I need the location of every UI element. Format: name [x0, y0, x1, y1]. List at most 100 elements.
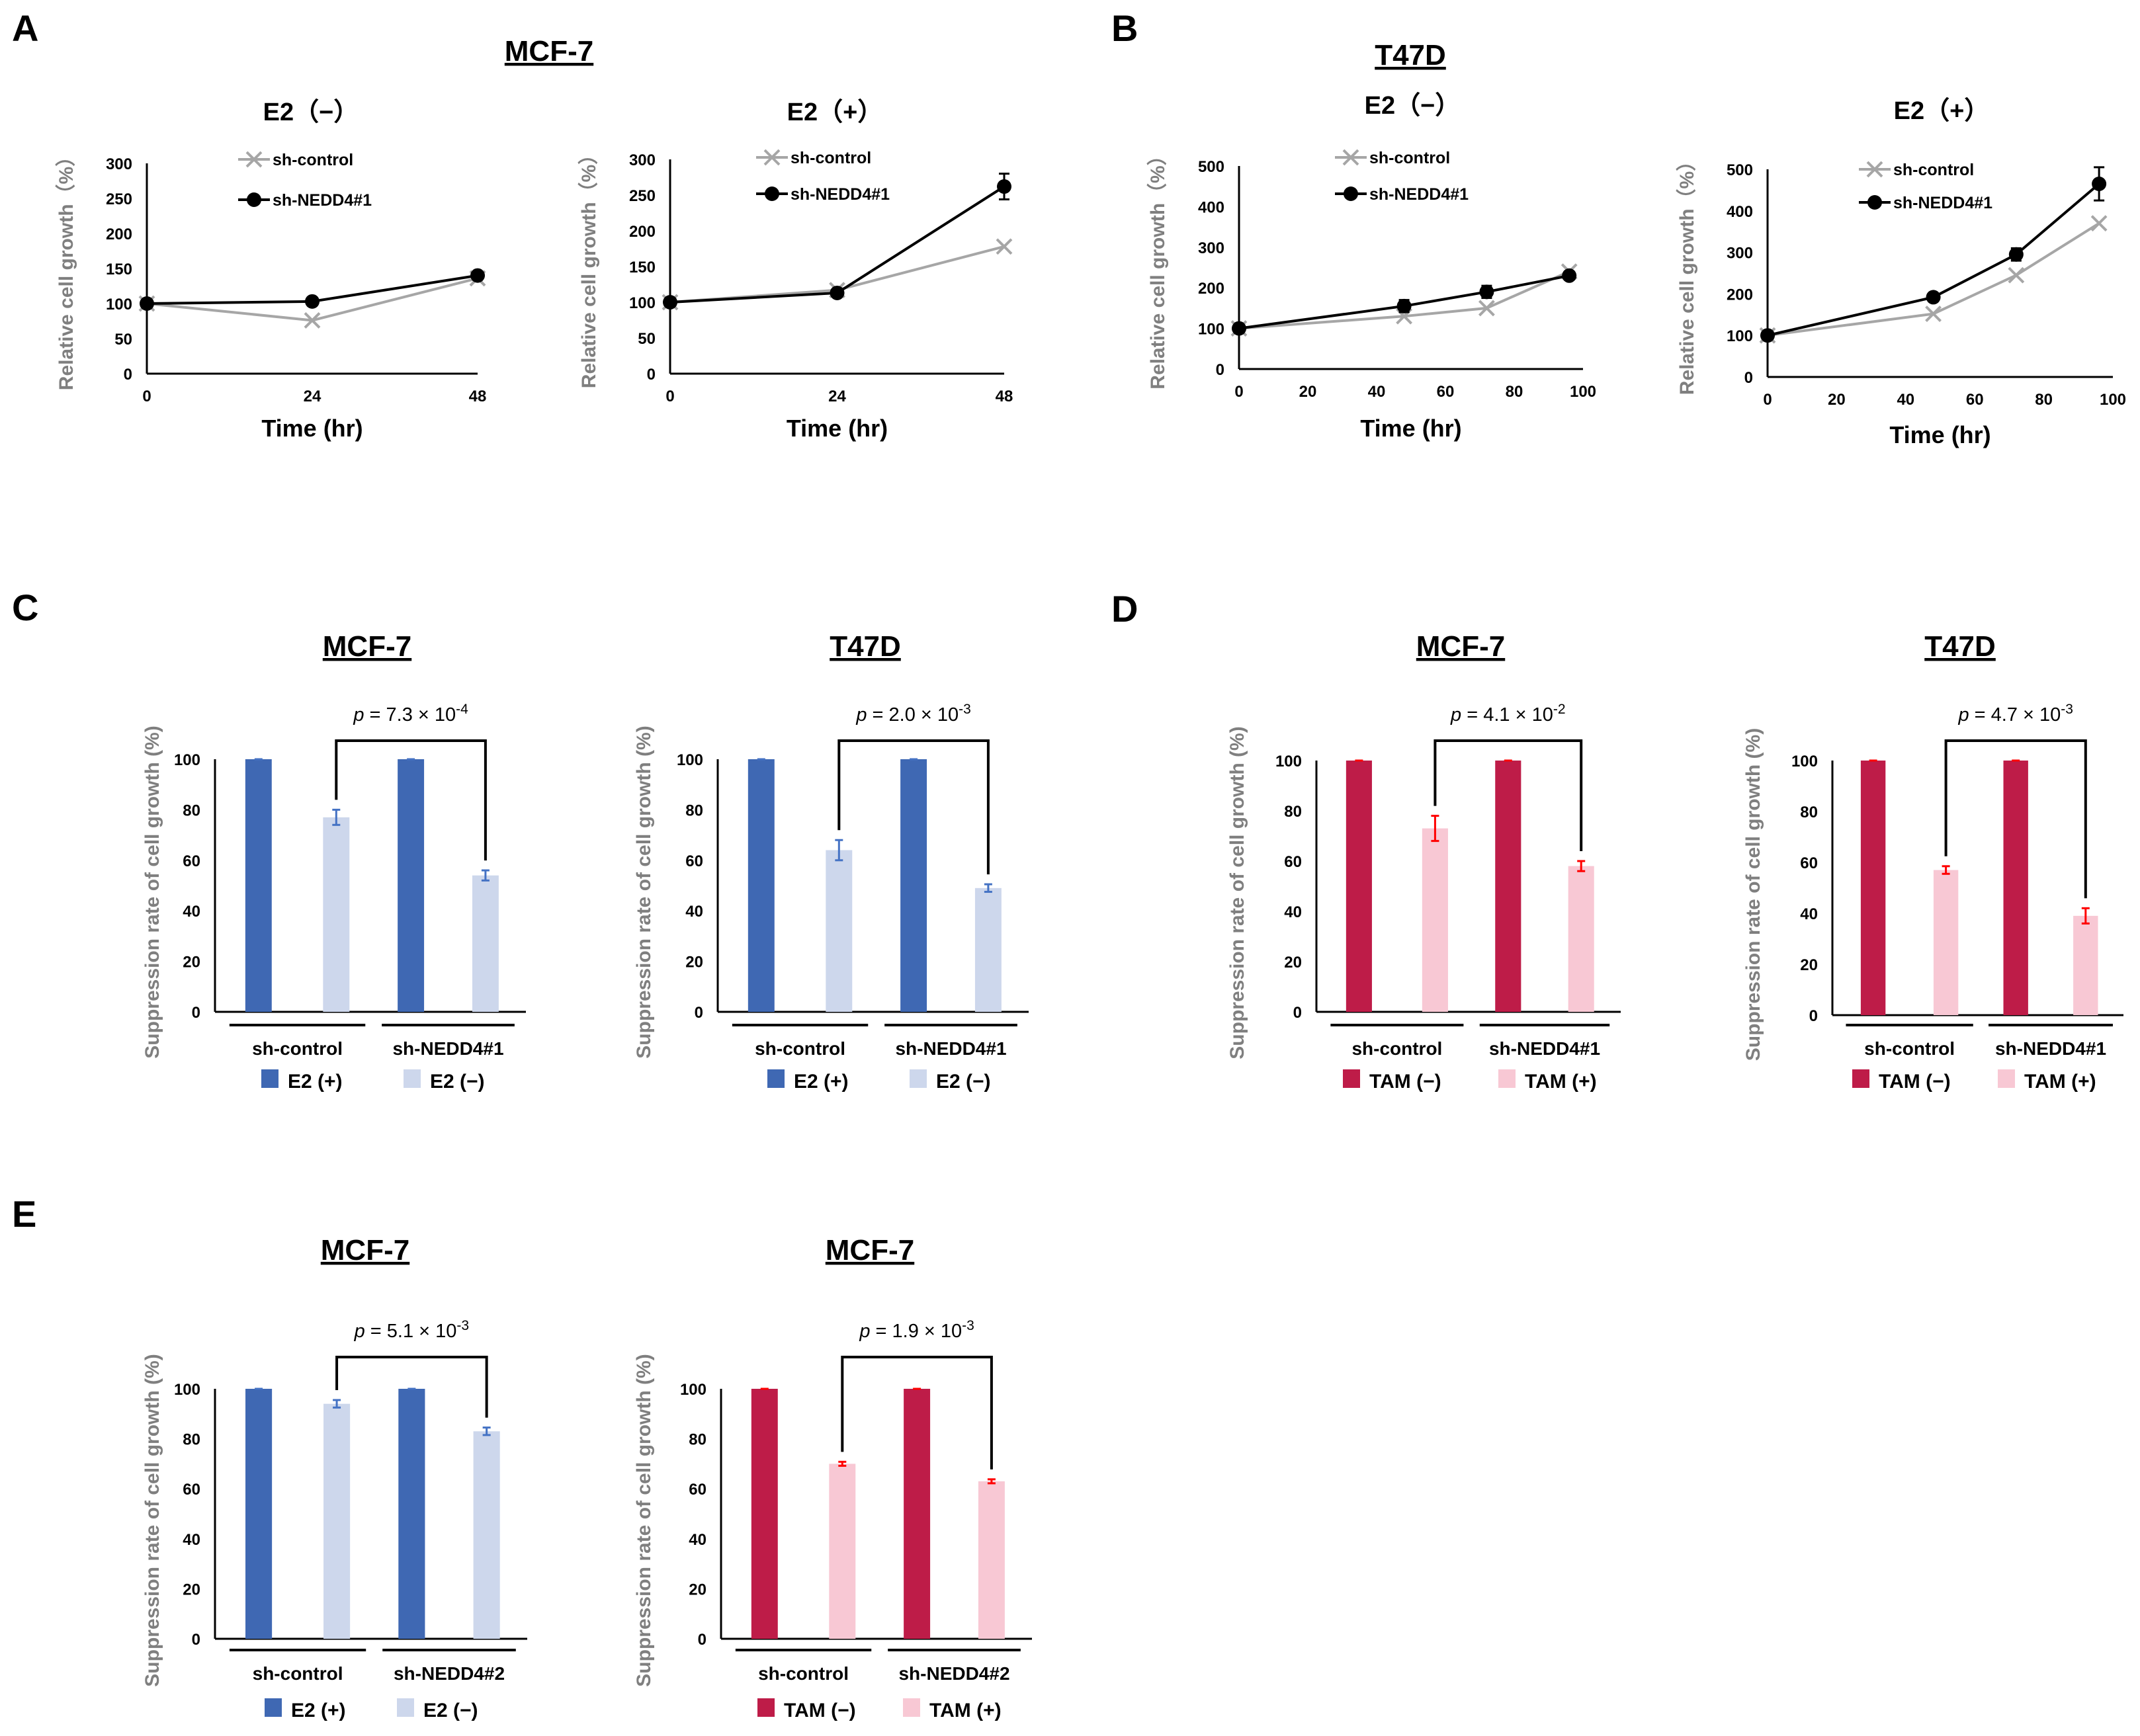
y-tick-label: 40: [689, 1531, 706, 1549]
y-axis-title: Suppression rate of cell growth (%): [142, 725, 163, 1058]
x-tick-label: 80: [2035, 391, 2053, 409]
series-line-sh-NEDD4#1: [1238, 274, 1570, 330]
y-tick-label: 40: [685, 903, 703, 921]
group-label: sh-NEDD4#2: [394, 1663, 505, 1684]
y-tick-label: 0: [695, 1004, 703, 1022]
y-tick-label: 60: [183, 1481, 200, 1499]
data-point: [2092, 176, 2107, 191]
y-tick-label: 100: [1275, 753, 1302, 770]
bar-E2 (−)-sh-control: [323, 1403, 351, 1639]
legend-swatch: [1498, 1069, 1516, 1088]
y-tick-label: 300: [106, 155, 132, 173]
bar-TAM (+)-sh-control: [1422, 828, 1448, 1012]
chart-title: E2（+）: [787, 99, 883, 126]
y-tick-label: 150: [629, 259, 656, 276]
y-tick-label: 400: [1198, 198, 1224, 216]
legend-label: TAM (+): [2024, 1071, 2096, 1093]
y-tick-label: 0: [1216, 361, 1224, 379]
y-tick-label: 150: [106, 261, 132, 278]
y-tick-label: 20: [183, 1581, 200, 1598]
legend-label: sh-NEDD4#1: [273, 191, 372, 210]
chart-title: E2（−）: [1365, 92, 1461, 120]
series-line-sh-NEDD4#1: [669, 185, 1006, 304]
data-point: [1760, 328, 1775, 343]
y-tick-label: 80: [183, 802, 200, 819]
x-tick-label: 40: [1368, 383, 1386, 401]
data-point: [1478, 300, 1495, 317]
legend-label: TAM (−): [1369, 1071, 1441, 1093]
bar-TAM (−)-sh-control: [1860, 761, 1886, 1015]
y-axis-title: Suppression rate of cell growth (%): [633, 725, 655, 1058]
legend-marker: [1866, 161, 1883, 178]
y-axis-title: Suppression rate of cell growth (%): [1742, 728, 1764, 1061]
y-tick-label: 100: [174, 1381, 200, 1399]
data-point: [2090, 215, 2108, 232]
legend-swatch: [757, 1698, 775, 1717]
cell-line-title: MCF-7: [1416, 630, 1505, 663]
y-tick-label: 100: [1727, 327, 1753, 345]
legend-label: TAM (−): [1879, 1071, 1951, 1093]
bar-chart-3: D MCF-7 0 20 40 60 80 100 Suppression rate of ce…: [1111, 588, 1621, 1093]
cell-line-title: MCF-7: [505, 35, 593, 67]
legend-marker: [1867, 195, 1882, 210]
y-tick-label: 60: [685, 852, 703, 870]
x-tick-label: 48: [996, 388, 1013, 405]
data-point: [304, 312, 321, 329]
y-tick-label: 20: [685, 954, 703, 971]
y-tick-label: 250: [629, 187, 656, 205]
y-tick-label: 100: [1791, 753, 1818, 770]
legend-marker: [245, 151, 263, 168]
legend-swatch: [910, 1069, 927, 1088]
x-tick-label: 20: [1828, 391, 1846, 409]
legend-marker: [1344, 186, 1358, 201]
p-value-label: p = 7.3 × 10-4: [353, 702, 468, 726]
x-tick-label: 60: [1437, 383, 1455, 401]
legend-label: E2 (−): [423, 1700, 478, 1721]
legend-swatch: [397, 1698, 414, 1717]
legend-label: E2 (+): [288, 1071, 343, 1093]
legend-swatch: [1998, 1069, 2015, 1088]
x-tick-label: 24: [304, 388, 321, 405]
x-axis-title: Time (hr): [261, 415, 363, 442]
y-tick-label: 60: [1284, 853, 1302, 871]
group-label: sh-NEDD4#1: [1995, 1038, 2106, 1059]
data-point: [996, 238, 1013, 255]
data-point: [140, 296, 154, 311]
y-axis-title: Suppression rate of cell growth (%): [1226, 726, 1248, 1059]
data-point: [1232, 321, 1246, 336]
chart-title: E2（−）: [263, 99, 359, 126]
data-point: [997, 179, 1011, 194]
bar-E2 (+)-sh-NEDD4#1: [398, 759, 425, 1012]
data-point: [2008, 247, 2024, 262]
series-line-sh-control: [1767, 222, 2100, 337]
y-tick-label: 0: [1293, 1004, 1302, 1022]
cell-line-title: T47D: [830, 630, 901, 663]
bar-E2 (+)-sh-control: [245, 1389, 273, 1639]
cell-line-title: T47D: [1924, 630, 1996, 663]
bar-TAM (+)-sh-control: [1933, 870, 1959, 1015]
y-tick-label: 200: [106, 226, 132, 243]
bar-E2 (−)-sh-NEDD4#2: [473, 1431, 500, 1639]
legend-label: TAM (+): [929, 1700, 1002, 1721]
y-tick-label: 100: [1198, 321, 1224, 339]
bar-chart-2: T47D 0 20 40 60 80 100 Suppression rate of cell…: [633, 630, 1029, 1093]
y-tick-label: 40: [1284, 903, 1302, 921]
legend-swatch: [404, 1069, 421, 1088]
group-label: sh-NEDD4#1: [895, 1038, 1006, 1059]
line-chart-3: B T47D E2（−） 0 100 200 300 400 500 0 20 40 60 80 100 Ti…: [1111, 7, 1596, 442]
legend-marker: [247, 192, 261, 207]
y-tick-label: 400: [1727, 203, 1753, 221]
group-label: sh-control: [758, 1663, 849, 1684]
line-chart-2: E2（+） 0 50 100 150 200 250 300 0 24 48 Time (hr) Rel…: [578, 99, 1013, 442]
y-tick-label: 200: [1727, 286, 1753, 304]
series-line-sh-control: [1238, 270, 1570, 330]
bar-E2 (−)-sh-NEDD4#1: [974, 888, 1002, 1012]
legend-label: sh-NEDD4#1: [1369, 185, 1469, 204]
x-axis-title: Time (hr): [787, 415, 888, 442]
y-tick-label: 0: [1744, 369, 1753, 387]
legend-label: E2 (+): [794, 1071, 849, 1093]
p-value-label: p = 4.7 × 10-3: [1957, 702, 2073, 726]
y-tick-label: 200: [629, 223, 656, 241]
group-label: sh-NEDD4#1: [1489, 1038, 1600, 1059]
x-tick-label: 100: [2100, 391, 2126, 409]
